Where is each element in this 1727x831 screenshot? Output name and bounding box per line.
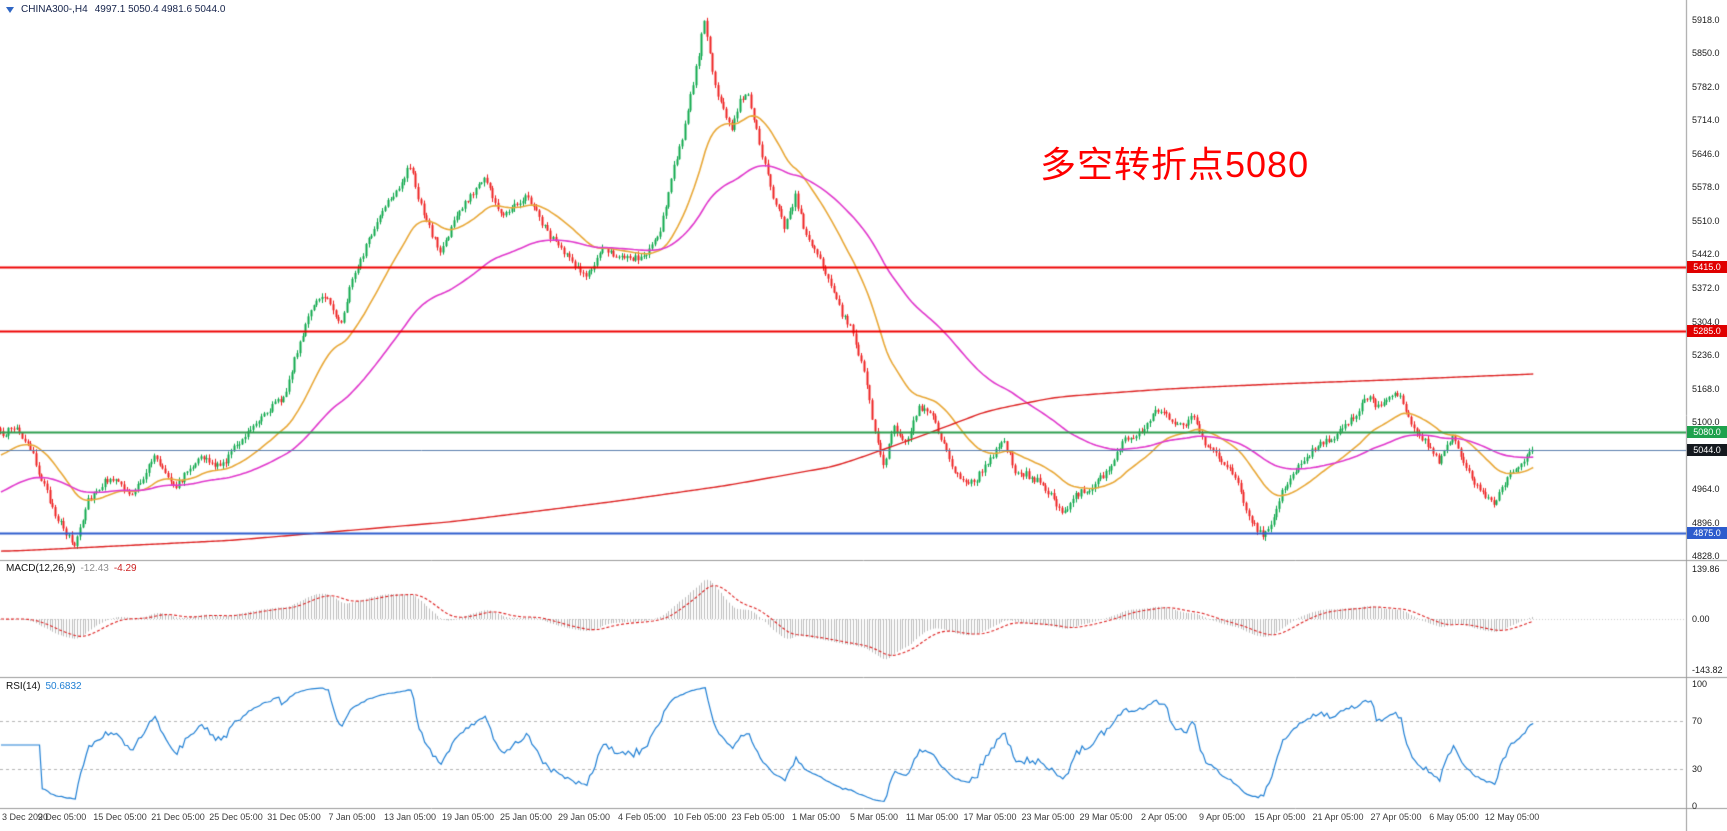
annotation-text: 多空转折点5080 [1040,144,1310,185]
symbol-legend: CHINA300-,H4 4997.1 5050.4 4981.6 5044.0 [6,4,225,15]
symbol-ohlc: 4997.1 5050.4 4981.6 5044.0 [94,4,226,15]
symbol-marker-icon [6,6,14,13]
macd-param-label: MACD(12,26,9) [6,563,76,574]
rsi-param-label: RSI(14) [6,681,41,692]
macd-value-signal: -4.29 [113,563,137,574]
macd-value-main: -12.43 [80,563,109,574]
rsi-label: RSI(14) 50.6832 [6,681,82,692]
macd-label: MACD(12,26,9) -12.43 -4.29 [6,563,137,574]
symbol-title: CHINA300-,H4 [21,4,88,15]
rsi-value: 50.6832 [45,681,82,692]
